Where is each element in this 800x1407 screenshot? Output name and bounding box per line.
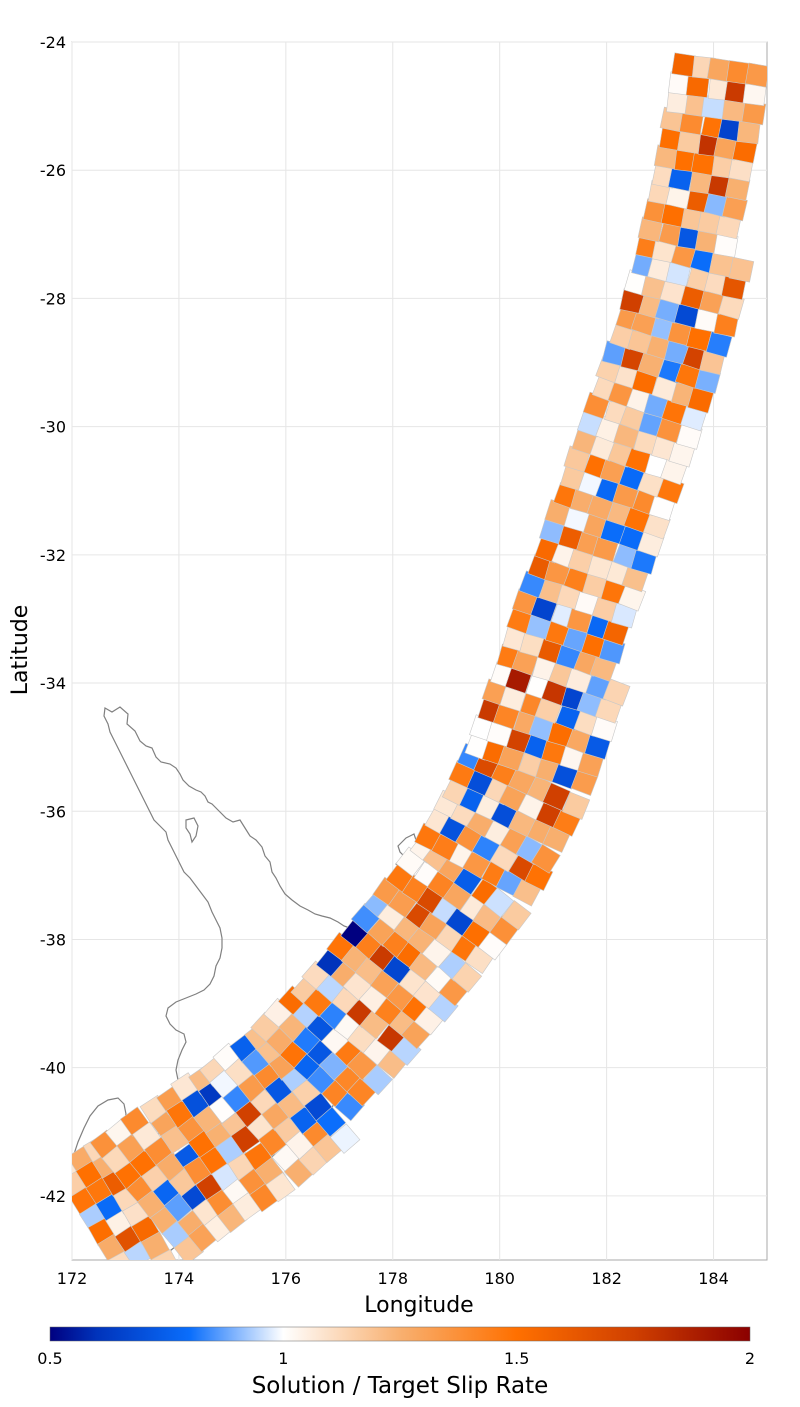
slip-patch [530, 843, 561, 874]
x-tick-labels: 172 174 176 178 180 182 184 [57, 1269, 729, 1288]
y-tick-label: -40 [40, 1059, 66, 1078]
y-tick-label: -24 [40, 33, 66, 52]
x-tick-label: 182 [591, 1269, 622, 1288]
x-tick-label: 172 [57, 1269, 88, 1288]
slip-patch [501, 900, 532, 931]
y-tick-label: -36 [40, 802, 66, 821]
x-tick-label: 178 [377, 1269, 408, 1288]
y-tick-label: -30 [40, 418, 66, 437]
y-tick-label: -42 [40, 1187, 66, 1206]
y-tick-label: -26 [40, 161, 66, 180]
slip-patches [72, 52, 767, 1311]
slip-patch [133, 1256, 164, 1260]
x-tick-label: 180 [484, 1269, 515, 1288]
y-tick-label: -32 [40, 546, 66, 565]
slip-patch [542, 782, 571, 811]
slip-patch [118, 1267, 147, 1296]
y-tick-label: -28 [40, 289, 66, 308]
slip-patch [451, 962, 483, 993]
y-axis-title: Latitude [8, 605, 33, 696]
slip-patch [265, 1172, 296, 1203]
slip-patch [562, 791, 591, 820]
x-tick-label: 176 [271, 1269, 302, 1288]
slip-patch [671, 52, 696, 78]
slip-patch [483, 887, 515, 918]
x-tick-label: 184 [698, 1269, 729, 1288]
slip-patch [151, 1249, 181, 1260]
x-tick-label: 174 [164, 1269, 195, 1288]
slip-patch [329, 1123, 361, 1154]
y-tick-label: -38 [40, 930, 66, 949]
plot-area [71, 41, 768, 1261]
x-axis-title: Longitude [364, 1293, 473, 1318]
slip-patch [127, 1282, 156, 1311]
colorbar-tick-label: 2 [745, 1349, 755, 1368]
slip-patch [362, 1064, 393, 1096]
colorbar-tick-label: 1.5 [504, 1349, 529, 1368]
y-tick-labels: -24 -26 -28 -30 -32 -34 -36 -38 -40 -42 [40, 33, 66, 1206]
colorbar [49, 1326, 751, 1342]
slip-patch [315, 1106, 347, 1138]
slip-patch [602, 678, 631, 707]
slip-patch [744, 62, 767, 88]
y-tick-label: -34 [40, 674, 66, 693]
colorbar-tick-label: 0.5 [37, 1349, 62, 1368]
colorbar-tick-label: 1 [278, 1349, 288, 1368]
colorbar-ticks: 0.5 1 1.5 2 [37, 1349, 755, 1368]
colorbar-title: Solution / Target Slip Rate [252, 1373, 549, 1399]
slip-patch [728, 256, 755, 283]
coromandel-coast [185, 817, 199, 844]
